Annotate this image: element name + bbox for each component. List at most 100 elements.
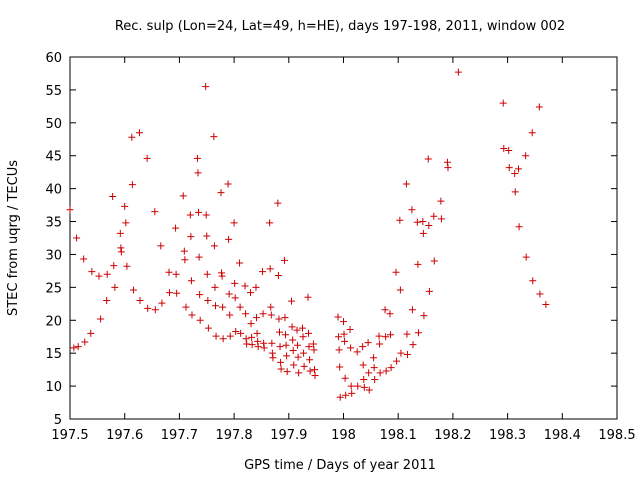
data-point-plus bbox=[195, 253, 203, 261]
data-point-plus bbox=[117, 244, 125, 252]
data-point-plus bbox=[354, 382, 362, 390]
data-point-plus bbox=[387, 364, 395, 372]
data-point-plus bbox=[280, 256, 288, 264]
data-point-plus bbox=[529, 277, 537, 285]
data-point-plus bbox=[225, 290, 233, 298]
data-point-plus bbox=[309, 340, 317, 348]
data-point-plus bbox=[212, 332, 220, 340]
data-point-plus bbox=[187, 233, 195, 241]
data-point-plus bbox=[128, 181, 136, 189]
y-tick-label: 15 bbox=[45, 347, 62, 362]
data-point-plus bbox=[424, 155, 432, 163]
data-point-plus bbox=[211, 283, 219, 291]
data-point-plus bbox=[242, 310, 250, 318]
data-point-plus bbox=[203, 270, 211, 278]
y-axis-title: STEC from uqrg / TECUs bbox=[6, 160, 21, 316]
data-point-plus bbox=[360, 376, 368, 384]
data-point-plus bbox=[282, 331, 290, 339]
data-point-plus bbox=[277, 358, 285, 366]
data-point-plus bbox=[295, 369, 303, 377]
data-point-plus bbox=[128, 133, 136, 141]
y-tick-label: 35 bbox=[45, 216, 62, 231]
data-point-plus bbox=[173, 289, 181, 297]
data-point-plus bbox=[193, 154, 201, 162]
data-point-plus bbox=[248, 333, 256, 341]
data-point-plus bbox=[347, 382, 355, 390]
x-tick-label: 197.5 bbox=[51, 428, 88, 443]
data-point-plus bbox=[70, 344, 78, 352]
data-point-plus bbox=[110, 262, 118, 270]
data-point-plus bbox=[289, 336, 297, 344]
data-point-plus bbox=[136, 297, 144, 305]
y-tick-label: 5 bbox=[54, 413, 62, 428]
data-point-plus bbox=[230, 219, 238, 227]
data-point-plus bbox=[224, 180, 232, 188]
data-point-plus bbox=[409, 341, 417, 349]
data-point-plus bbox=[165, 268, 173, 276]
data-point-plus bbox=[188, 311, 196, 319]
data-point-plus bbox=[386, 310, 394, 318]
data-point-plus bbox=[247, 320, 255, 328]
data-point-plus bbox=[181, 256, 189, 264]
data-point-plus bbox=[542, 300, 550, 308]
data-point-plus bbox=[194, 169, 202, 177]
y-tick-label: 20 bbox=[45, 314, 62, 329]
data-point-plus bbox=[396, 286, 404, 294]
data-point-plus bbox=[129, 286, 137, 294]
data-point-plus bbox=[157, 242, 165, 250]
data-point-plus bbox=[237, 329, 245, 337]
data-point-plus bbox=[347, 344, 355, 352]
data-point-plus bbox=[275, 315, 283, 323]
data-point-plus bbox=[403, 330, 411, 338]
data-point-plus bbox=[135, 129, 143, 137]
data-point-plus bbox=[283, 352, 291, 360]
data-point-plus bbox=[336, 363, 344, 371]
data-point-plus bbox=[266, 219, 274, 227]
data-point-plus bbox=[225, 235, 233, 243]
x-tick-label: 197.8 bbox=[215, 428, 252, 443]
data-point-plus bbox=[419, 218, 427, 226]
data-point-plus bbox=[515, 223, 523, 231]
data-point-plus bbox=[425, 287, 433, 295]
data-point-plus bbox=[248, 341, 256, 349]
data-point-plus bbox=[334, 313, 342, 321]
data-point-plus bbox=[397, 349, 405, 357]
data-points bbox=[66, 68, 550, 401]
data-point-plus bbox=[172, 270, 180, 278]
data-point-plus bbox=[218, 272, 226, 280]
data-point-plus bbox=[299, 333, 307, 341]
y-tick-label: 60 bbox=[45, 51, 62, 66]
data-point-plus bbox=[414, 329, 422, 337]
x-axis-title: GPS time / Days of year 2011 bbox=[244, 458, 436, 473]
data-point-plus bbox=[290, 361, 298, 369]
data-point-plus bbox=[217, 189, 225, 197]
data-point-plus bbox=[151, 208, 159, 216]
data-point-plus bbox=[254, 337, 262, 345]
x-tick-label: 198 bbox=[331, 428, 356, 443]
data-point-plus bbox=[408, 306, 416, 314]
data-point-plus bbox=[414, 260, 422, 268]
data-point-plus bbox=[413, 218, 421, 226]
data-point-plus bbox=[360, 383, 368, 391]
data-point-plus bbox=[260, 339, 268, 347]
data-point-plus bbox=[311, 366, 319, 374]
data-point-plus bbox=[306, 356, 314, 364]
data-point-plus bbox=[111, 283, 119, 291]
data-point-plus bbox=[305, 343, 313, 351]
data-point-plus bbox=[359, 343, 367, 351]
data-point-plus bbox=[392, 268, 400, 276]
data-point-plus bbox=[500, 144, 508, 152]
data-point-plus bbox=[430, 257, 438, 265]
data-point-plus bbox=[420, 312, 428, 320]
data-point-plus bbox=[505, 164, 513, 172]
data-point-plus bbox=[528, 129, 536, 137]
data-point-plus bbox=[403, 350, 411, 358]
data-point-plus bbox=[269, 354, 277, 362]
data-point-plus bbox=[180, 247, 188, 255]
data-point-plus bbox=[443, 158, 451, 166]
data-point-plus bbox=[306, 367, 314, 375]
data-point-plus bbox=[253, 329, 261, 337]
data-point-plus bbox=[359, 361, 367, 369]
data-point-plus bbox=[231, 294, 239, 302]
